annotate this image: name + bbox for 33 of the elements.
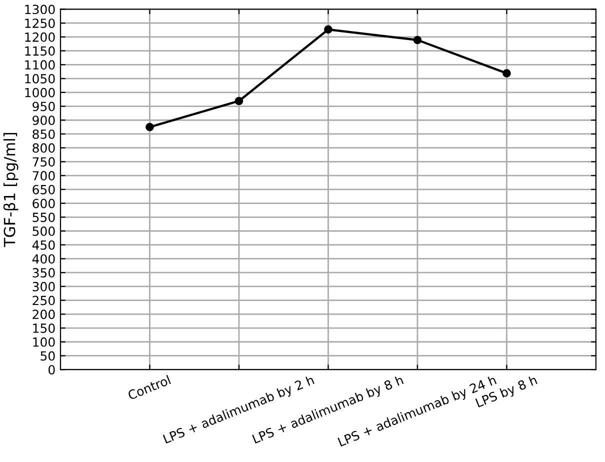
y-tick-label: 1300 [25,4,55,14]
y-tick-label: 50 [40,351,55,361]
y-tick-label: 1000 [25,88,55,98]
y-tick-label: 800 [32,143,55,153]
point [502,69,511,78]
y-tick-label: 1100 [25,60,55,70]
point [413,36,422,44]
y-tick-label: 750 [32,157,55,167]
point [324,25,332,34]
y-tick-label: 900 [32,116,55,126]
y-tick-label: 0 [48,365,55,375]
y-tick-label: 400 [32,254,55,264]
y-tick-label: 1150 [25,46,55,56]
y-tick-label: 650 [32,184,55,194]
y-tick-label: 250 [32,296,55,306]
y-tick-label: 100 [33,337,55,347]
y-tick-label: 450 [32,240,55,250]
y-tick-label: 550 [32,212,55,222]
y-axis-title: TGF-β1 [pg/ml] [3,133,18,248]
y-tick-label: 700 [32,171,55,180]
y-tick-label: 300 [32,282,55,292]
y-tick-label: 350 [32,268,55,278]
y-tick-label: 500 [32,226,55,236]
y-tick-label: 600 [32,198,55,208]
y-tick-label: 150 [33,323,55,333]
y-tick-label: 1250 [25,18,55,28]
y-tick-label: 200 [32,310,55,320]
y-tick-label: 1050 [25,74,55,84]
y-tick-label: 1200 [25,32,55,42]
y-tick-label: 950 [32,102,55,112]
point [234,96,244,106]
y-tick-label: 850 [32,129,55,139]
point [146,122,154,132]
